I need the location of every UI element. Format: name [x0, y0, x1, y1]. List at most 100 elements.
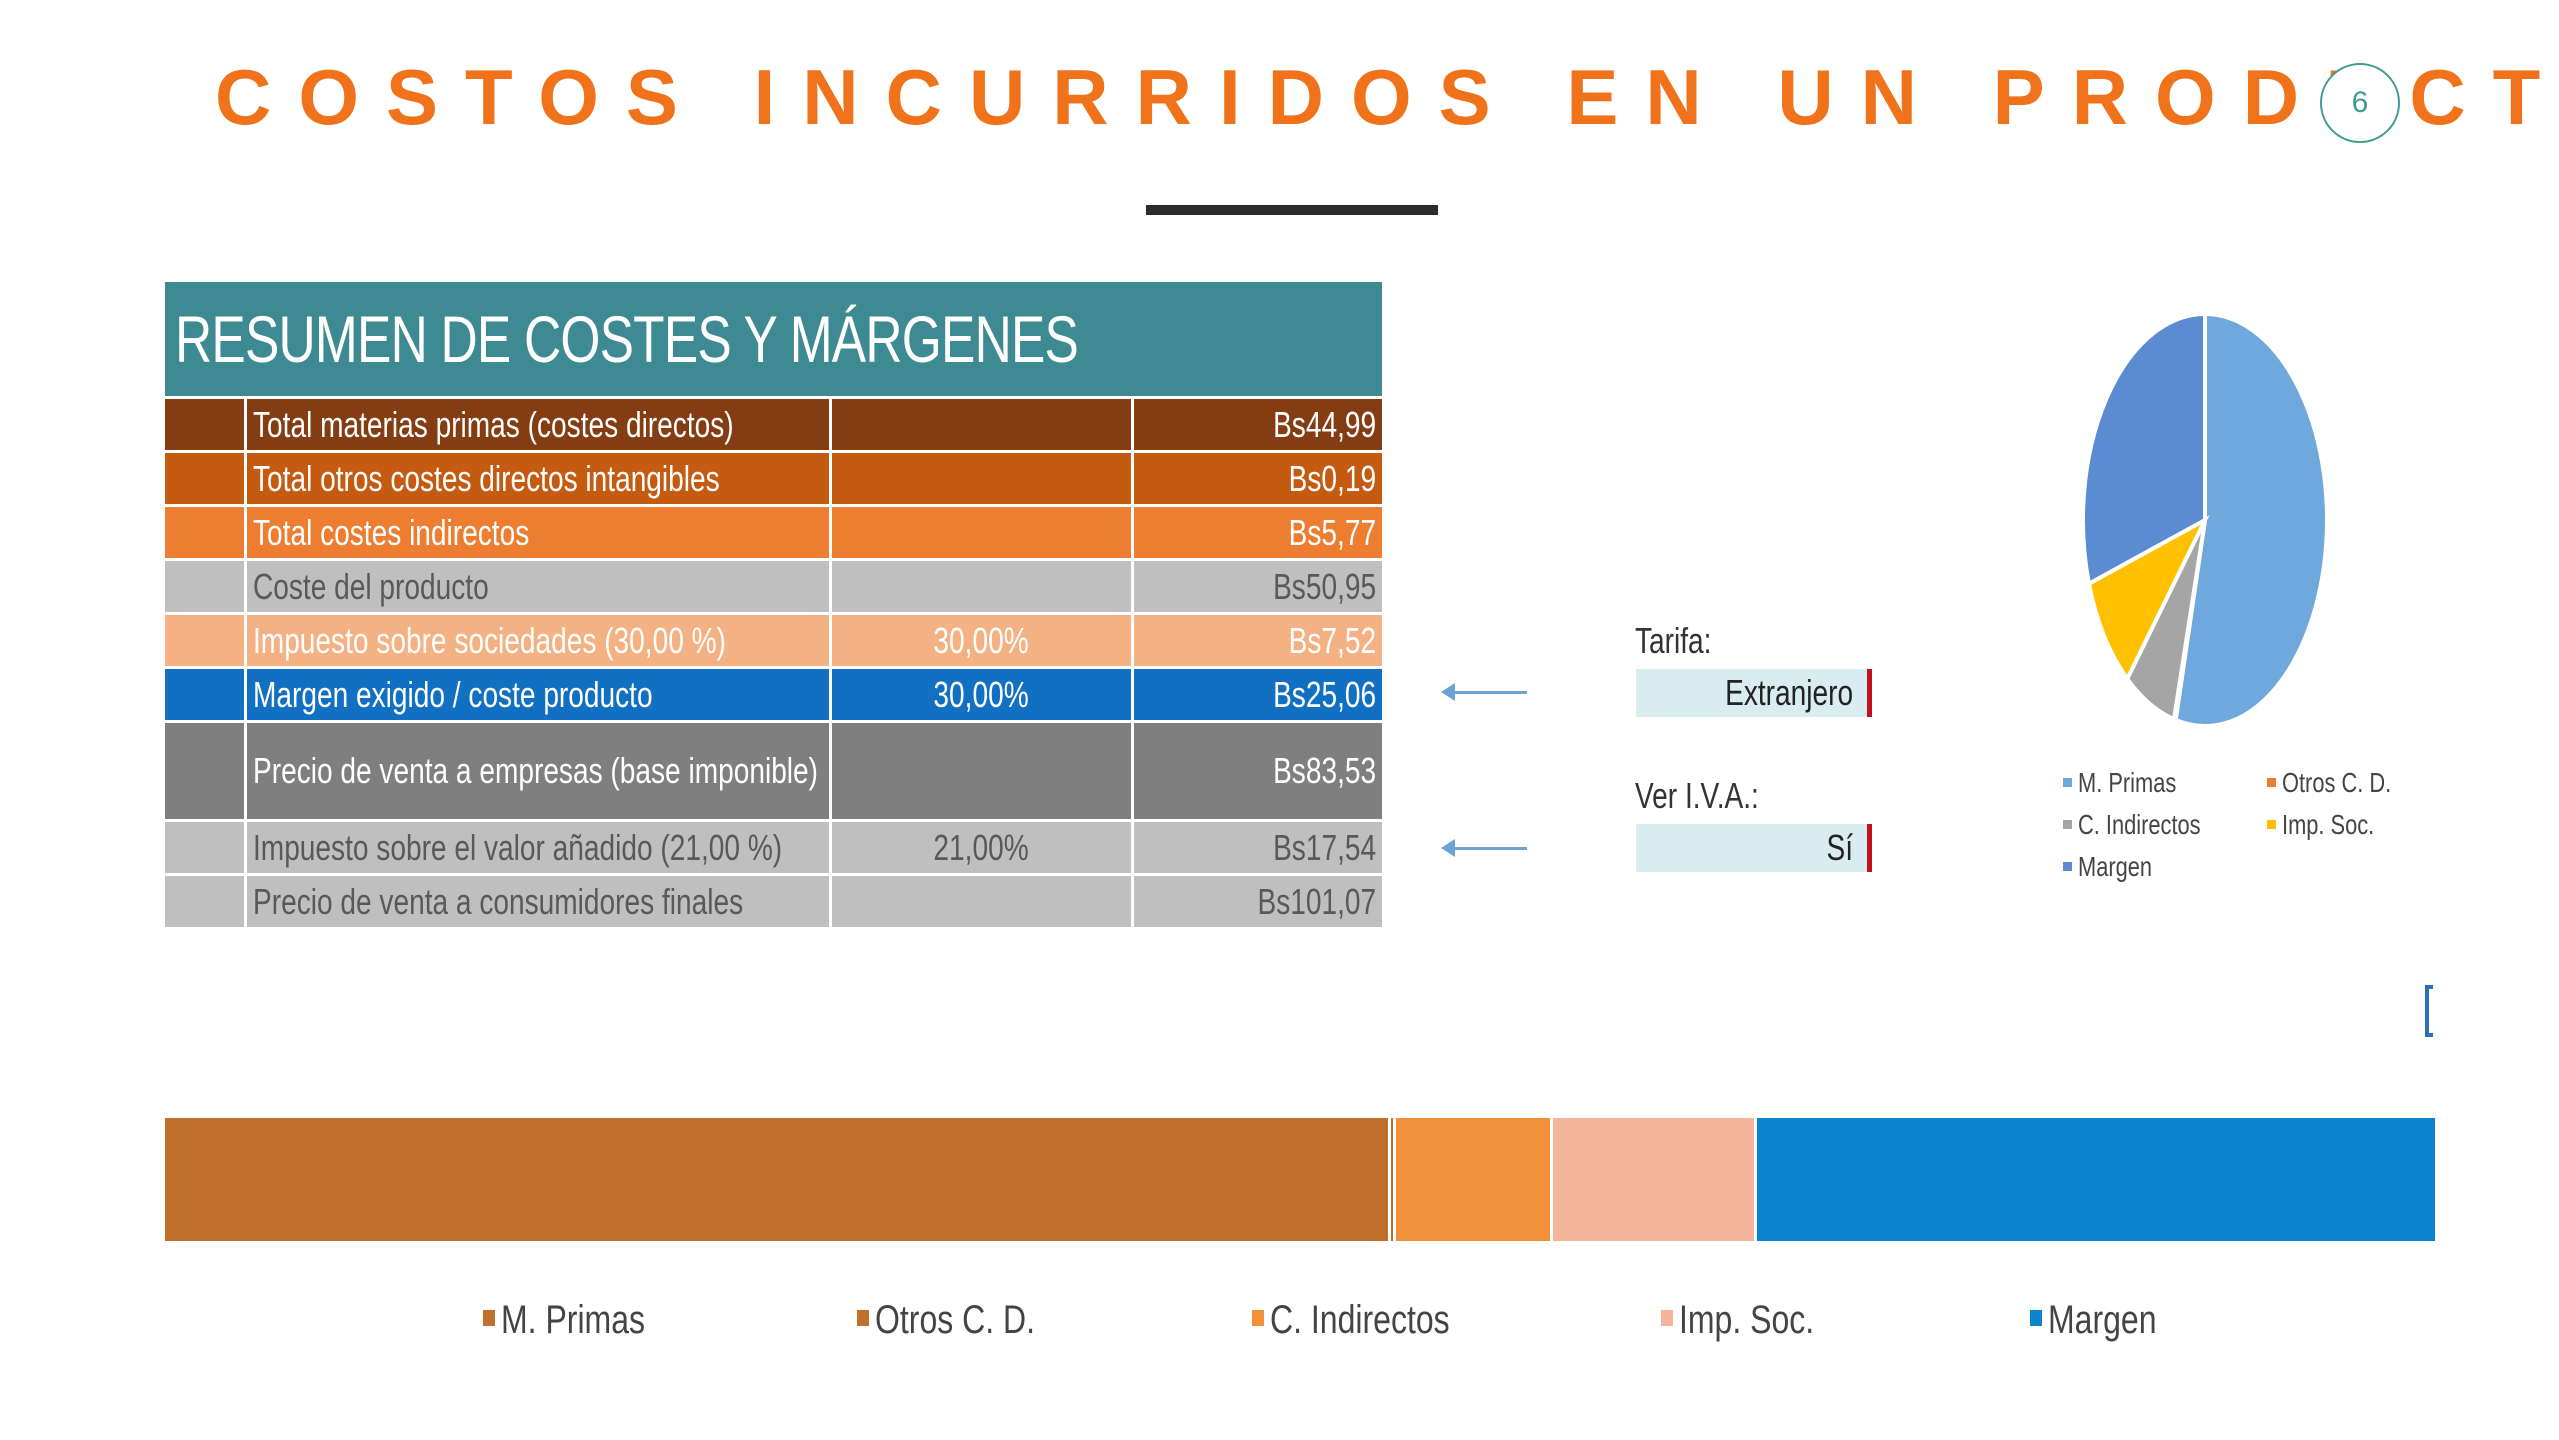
row-percent-cell-text: 21,00%: [933, 826, 1030, 868]
row-value-cell-text: Bs7,52: [1288, 619, 1376, 661]
bar-segment-2: [1392, 1118, 1550, 1241]
row-label-cell-text: Precio de venta a empresas (base imponib…: [253, 750, 819, 791]
row-value-cell: Bs50,95: [1134, 561, 1382, 612]
row-label-cell: Total costes indirectos: [247, 507, 832, 558]
row-label-cell: Precio de venta a empresas (base imponib…: [247, 723, 832, 819]
row-label-cell-text: Margen exigido / coste producto: [253, 673, 653, 715]
bar-legend-item-c-indirectos: C. Indirectos: [1252, 1298, 1495, 1343]
row-value-cell: Bs83,53: [1134, 723, 1382, 819]
tarifa-select[interactable]: Extranjero: [1636, 669, 1872, 717]
row-marker-cell: [165, 453, 247, 504]
pie-legend-item-otros-cd: Otros C. D.: [2267, 765, 2422, 799]
row-marker-cell: [165, 399, 247, 450]
row-percent-cell: [832, 561, 1134, 612]
row-value-cell-text: Bs50,95: [1272, 565, 1376, 607]
row-value-cell: Bs25,06: [1134, 669, 1382, 720]
page-number-badge: 6: [2320, 63, 2400, 143]
row-value-cell: Bs44,99: [1134, 399, 1382, 450]
row-label-cell-text: Impuesto sobre sociedades (30,00 %): [253, 619, 726, 661]
row-marker-cell: [165, 507, 247, 558]
row-label-cell-text: Precio de venta a consumidores finales: [253, 880, 744, 922]
row-value-cell: Bs0,19: [1134, 453, 1382, 504]
row-marker-cell: [165, 822, 247, 873]
table-row: Precio de venta a consumidores finales Bs…: [165, 876, 1382, 927]
cost-stacked-bar: [165, 1118, 2435, 1241]
tarifa-label: Tarifa:: [1635, 620, 1712, 661]
cost-pie-chart: [2081, 311, 2329, 728]
iva-label: Ver I.V.A.:: [1635, 775, 1759, 816]
bar-legend-item-m-primas: M. Primas: [483, 1298, 681, 1343]
row-percent-cell: [832, 723, 1134, 819]
row-value-cell: Bs5,77: [1134, 507, 1382, 558]
row-value-cell: Bs7,52: [1134, 615, 1382, 666]
row-percent-cell: [832, 399, 1134, 450]
slide-title: COSTOS INCURRIDOS EN UN PRODUCTO: [215, 53, 2559, 141]
row-percent-cell: 30,00%: [832, 615, 1134, 666]
table-row: Coste del producto Bs50,95: [165, 561, 1382, 612]
row-label-cell: Impuesto sobre el valor añadido (21,00 %…: [247, 822, 832, 873]
row-value-cell-text: Bs44,99: [1272, 403, 1376, 445]
row-value-cell: Bs17,54: [1134, 822, 1382, 873]
row-label-cell: Impuesto sobre sociedades (30,00 %): [247, 615, 832, 666]
row-value-cell-text: Bs5,77: [1288, 511, 1376, 553]
row-label-cell-text: Impuesto sobre el valor añadido (21,00 %…: [253, 826, 783, 868]
bar-legend-item-imp-soc: Imp. Soc.: [1661, 1298, 1848, 1343]
pie-slice-3: [2086, 515, 2210, 683]
bar-segment-3: [1549, 1118, 1754, 1241]
pie-legend-item-imp-soc: Imp. Soc.: [2267, 807, 2400, 841]
table-row: Total materias primas (costes directos) B…: [165, 399, 1382, 450]
bar-legend-item-margen: Margen: [2030, 1298, 2184, 1343]
row-percent-cell-text: 30,00%: [933, 619, 1030, 661]
bar-legend: M. Primas Otros C. D. C. Indirectos Imp.…: [165, 1298, 2435, 1348]
row-label-cell: Precio de venta a consumidores finales: [247, 876, 832, 927]
row-value-cell-text: Bs25,06: [1272, 673, 1376, 715]
row-percent-cell: 30,00%: [832, 669, 1134, 720]
row-label-cell: Coste del producto: [247, 561, 832, 612]
row-percent-cell-text: 30,00%: [933, 673, 1030, 715]
table-row: Impuesto sobre el valor añadido (21,00 %…: [165, 822, 1382, 873]
row-marker-cell: [165, 615, 247, 666]
table-row: Margen exigido / coste producto 30,00% Bs2…: [165, 669, 1382, 720]
title-underline: [1146, 205, 1438, 215]
table-row: Precio de venta a empresas (base imponib…: [165, 723, 1382, 819]
bar-legend-item-otros-cd: Otros C. D.: [857, 1298, 1075, 1343]
arrow-left-icon: [1441, 683, 1527, 701]
row-value-cell-text: Bs101,07: [1257, 880, 1376, 922]
pie-legend-item-c-indirectos: C. Indirectos: [2063, 807, 2235, 841]
row-label-cell-text: Coste del producto: [253, 565, 489, 607]
row-value-cell-text: Bs83,53: [1272, 750, 1376, 791]
row-marker-cell: [165, 669, 247, 720]
table-body: Total materias primas (costes directos) B…: [165, 399, 1382, 927]
row-percent-cell: 21,00%: [832, 822, 1134, 873]
row-label-cell: Total otros costes directos intangibles: [247, 453, 832, 504]
row-marker-cell: [165, 876, 247, 927]
row-value-cell-text: Bs17,54: [1272, 826, 1376, 868]
row-value-cell: Bs101,07: [1134, 876, 1382, 927]
row-label-cell: Margen exigido / coste producto: [247, 669, 832, 720]
row-label-cell-text: Total otros costes directos intangibles: [253, 457, 720, 499]
row-percent-cell: [832, 876, 1134, 927]
arrow-left-icon: [1441, 839, 1527, 857]
table-row: Total costes indirectos Bs5,77: [165, 507, 1382, 558]
bar-segment-0: [165, 1118, 1388, 1241]
row-label-cell: Total materias primas (costes directos): [247, 399, 832, 450]
row-label-cell-text: Total costes indirectos: [253, 511, 530, 553]
row-marker-cell: [165, 561, 247, 612]
iva-select[interactable]: Sí: [1636, 824, 1872, 872]
pie-legend-item-m-primas: M. Primas: [2063, 765, 2204, 799]
bar-segment-4: [1753, 1118, 2435, 1241]
bar-segment-1: [1387, 1118, 1393, 1241]
table-row: Impuesto sobre sociedades (30,00 %) 30,00…: [165, 615, 1382, 666]
row-value-cell-text: Bs0,19: [1288, 457, 1376, 499]
row-label-cell-text: Total materias primas (costes directos): [253, 403, 734, 445]
row-percent-cell: [832, 507, 1134, 558]
table-row: Total otros costes directos intangibles B…: [165, 453, 1382, 504]
pie-legend-item-margen: Margen: [2063, 849, 2173, 883]
table-header: RESUMEN DE COSTES Y MÁRGENES: [165, 282, 1382, 396]
costs-summary-table: RESUMEN DE COSTES Y MÁRGENES Total mater…: [165, 282, 1382, 927]
pie-slice-0: [2173, 311, 2329, 728]
bracket-mark-icon: [2425, 985, 2433, 1037]
pie-slice-4: [2081, 311, 2207, 587]
row-percent-cell: [832, 453, 1134, 504]
row-marker-cell: [165, 723, 247, 819]
